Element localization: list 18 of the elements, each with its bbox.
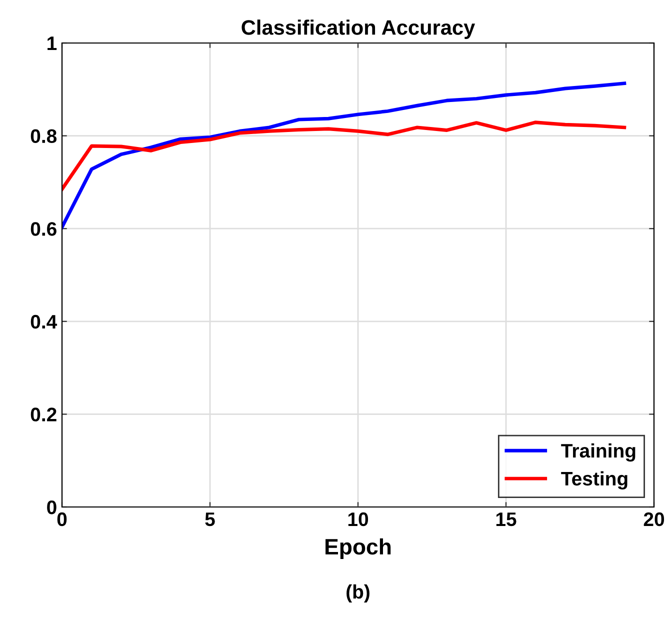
x-tick-label: 20 (644, 512, 664, 526)
x-tick-label: 10 (348, 512, 368, 526)
x-tick-label: 5 (205, 512, 215, 526)
y-tick-label: 0 (47, 500, 56, 514)
line-series (62, 120, 626, 191)
x-tick-label: 0 (57, 512, 67, 526)
legend-label: Testing (561, 471, 628, 490)
y-tick-label: 0.2 (30, 408, 56, 422)
legend-label: Training (561, 443, 636, 462)
line-series (62, 82, 626, 229)
y-tick-label: 0.4 (30, 314, 58, 329)
x-axis-title: Epoch (326, 538, 391, 560)
y-tick-label: 0.8 (30, 129, 57, 144)
y-tick-label: 1 (48, 36, 57, 50)
chart-title: Classification Accuracy (242, 20, 476, 39)
y-tick-label: 0.6 (30, 222, 56, 236)
text: (b) (346, 584, 370, 603)
x-tick-label: 15 (496, 512, 516, 526)
